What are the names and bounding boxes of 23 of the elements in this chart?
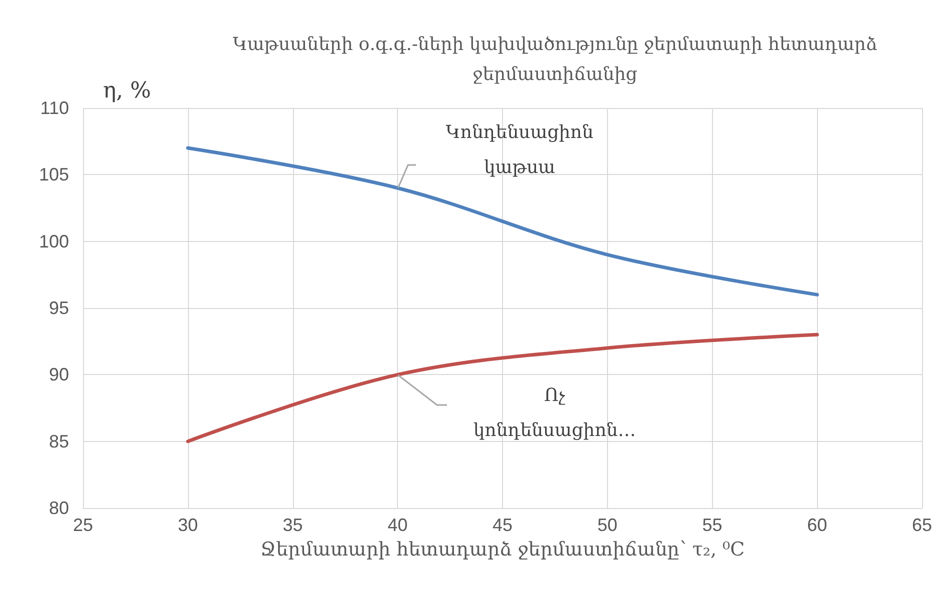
x-tick-label: 35 <box>282 515 303 535</box>
x-tick-label: 30 <box>178 515 198 535</box>
y-tick-label: 85 <box>48 431 69 452</box>
chart-title: Կաթսաների օ.գ.գ.-ների կախվածությունը ջերմատարի հետադարձ ջերմաստիճանից <box>232 33 878 87</box>
line-series <box>186 332 819 444</box>
x-tick-label: 60 <box>807 515 828 535</box>
y-tick-label: 100 <box>38 231 69 252</box>
series-label: Ոչ կոնդենսացիոն… <box>472 384 637 443</box>
y-tick-label: 80 <box>48 498 69 518</box>
line-series <box>186 146 819 296</box>
x-axis-title: Ջերմատարի հետադարձ ջերմաստիճանը՝ τ₂, ⁰C <box>260 538 745 560</box>
x-tick-label: 65 <box>912 515 932 535</box>
series-label: Կոնդենսացիոն կաթսա <box>444 121 594 180</box>
x-tick-label: 45 <box>492 515 513 535</box>
y-tick-label: 90 <box>48 364 69 385</box>
x-tick-label: 25 <box>72 515 94 535</box>
x-tick-label: 40 <box>388 515 408 535</box>
y-axis-title: η, % <box>103 78 152 104</box>
y-tick-label: 105 <box>38 164 69 185</box>
y-tick-label: 95 <box>48 298 69 318</box>
x-tick-label: 50 <box>597 515 618 535</box>
y-tick-label: 110 <box>40 98 69 118</box>
x-tick-label: 55 <box>702 515 722 535</box>
